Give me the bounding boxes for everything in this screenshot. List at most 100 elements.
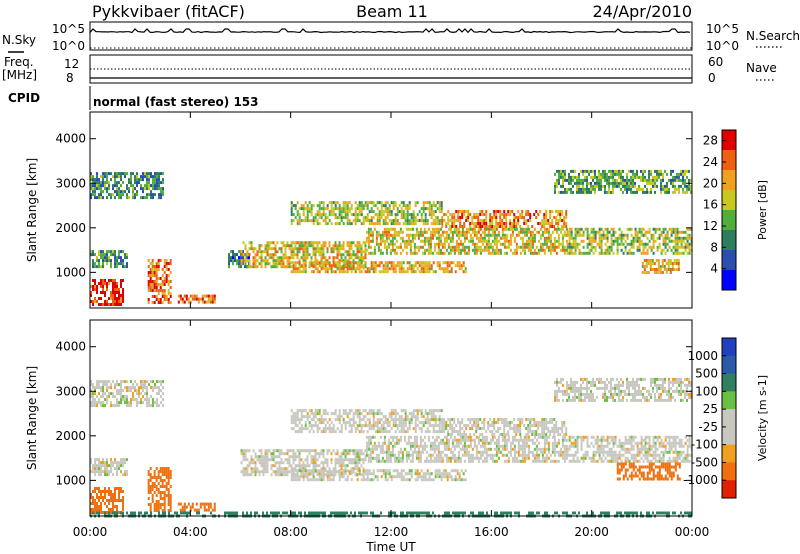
echo-cell xyxy=(566,245,569,249)
echo-cell xyxy=(531,230,534,234)
echo-cell xyxy=(380,430,383,434)
echo-cell xyxy=(316,430,319,434)
echo-cell xyxy=(316,222,319,226)
echo-cell xyxy=(471,222,474,225)
echo-cell xyxy=(298,421,301,425)
echo-cell xyxy=(252,449,255,453)
echo-cell xyxy=(354,464,357,468)
echo-cell xyxy=(600,239,603,243)
echo-cell xyxy=(390,267,393,271)
echo-cell xyxy=(286,473,289,477)
echo-cell xyxy=(314,415,317,419)
echo-cell xyxy=(138,401,140,405)
echo-cell xyxy=(148,383,150,387)
echo-cell xyxy=(406,415,409,419)
echo-cell xyxy=(354,452,357,456)
echo-cell xyxy=(360,458,363,462)
echo-cell xyxy=(334,470,337,474)
echo-cell xyxy=(100,256,102,260)
echo-cell xyxy=(308,219,311,223)
echo-cell xyxy=(672,190,674,194)
echo-cell xyxy=(384,472,387,476)
echo-cell xyxy=(525,245,528,249)
echo-cell xyxy=(572,184,574,188)
echo-cell xyxy=(326,204,329,208)
echo-cell xyxy=(268,244,271,248)
echo-cell xyxy=(203,300,206,304)
echo-cell xyxy=(409,242,412,246)
echo-cell xyxy=(678,172,680,176)
echo-cell xyxy=(432,424,435,428)
echo-cell xyxy=(471,230,474,234)
echo-cell xyxy=(340,452,343,456)
echo-cell xyxy=(379,459,382,463)
echo-cell xyxy=(272,256,275,260)
echo-cell xyxy=(320,259,323,263)
echo-cell xyxy=(114,282,116,285)
echo-cell xyxy=(423,248,426,252)
echo-cell xyxy=(479,219,482,222)
echo-cell xyxy=(90,401,92,405)
echo-cell xyxy=(148,398,150,402)
echo-cell xyxy=(399,236,402,240)
echo-cell xyxy=(618,175,620,179)
echo-cell xyxy=(475,213,478,216)
echo-cell xyxy=(375,239,378,243)
colorbar-segment xyxy=(722,190,736,211)
echo-cell xyxy=(330,430,333,434)
echo-cell xyxy=(306,461,309,465)
echo-cell xyxy=(344,467,347,471)
echo-cell xyxy=(405,245,408,249)
echo-cell xyxy=(124,461,126,465)
echo-cell xyxy=(316,418,319,422)
echo-cell xyxy=(445,248,448,252)
echo-cell xyxy=(535,245,538,249)
echo-cell xyxy=(403,245,406,249)
echo-cell xyxy=(590,227,593,231)
echo-cell xyxy=(624,239,627,243)
colorbar-tick-label: 4 xyxy=(710,262,718,276)
echo-cell xyxy=(445,239,448,243)
echo-cell xyxy=(380,261,383,265)
echo-cell xyxy=(547,248,550,252)
echo-cell xyxy=(162,380,164,384)
echo-cell xyxy=(328,424,331,428)
echo-cell xyxy=(294,473,297,477)
echo-cell xyxy=(686,184,688,188)
echo-cell xyxy=(428,204,431,208)
echo-cell xyxy=(92,175,94,179)
echo-cell xyxy=(334,256,337,260)
echo-cell xyxy=(391,450,394,454)
echo-cell xyxy=(230,250,232,254)
echo-cell xyxy=(677,262,680,265)
echo-cell xyxy=(410,415,413,419)
echo-cell xyxy=(167,491,170,494)
echo-cell xyxy=(236,253,238,257)
echo-cell xyxy=(96,383,98,387)
echo-cell xyxy=(312,478,315,482)
echo-cell xyxy=(662,242,665,246)
echo-cell xyxy=(455,245,458,249)
echo-cell xyxy=(684,248,687,252)
echo-cell xyxy=(179,502,182,506)
echo-cell xyxy=(126,386,128,390)
echo-cell xyxy=(358,455,361,459)
echo-cell xyxy=(290,478,293,482)
echo-cell xyxy=(96,502,98,505)
echo-cell xyxy=(365,239,368,243)
echo-cell xyxy=(150,395,152,399)
echo-cell xyxy=(102,285,104,288)
echo-cell xyxy=(126,458,128,462)
echo-cell xyxy=(330,201,333,205)
echo-cell xyxy=(561,236,564,240)
echo-cell xyxy=(161,301,164,304)
echo-cell xyxy=(385,239,388,243)
echo-cell xyxy=(493,213,496,216)
echo-cell xyxy=(149,506,152,509)
echo-cell xyxy=(266,467,269,471)
echo-cell xyxy=(650,190,652,194)
echo-cell xyxy=(120,386,122,390)
echo-cell xyxy=(149,283,152,286)
echo-cell xyxy=(658,227,661,231)
